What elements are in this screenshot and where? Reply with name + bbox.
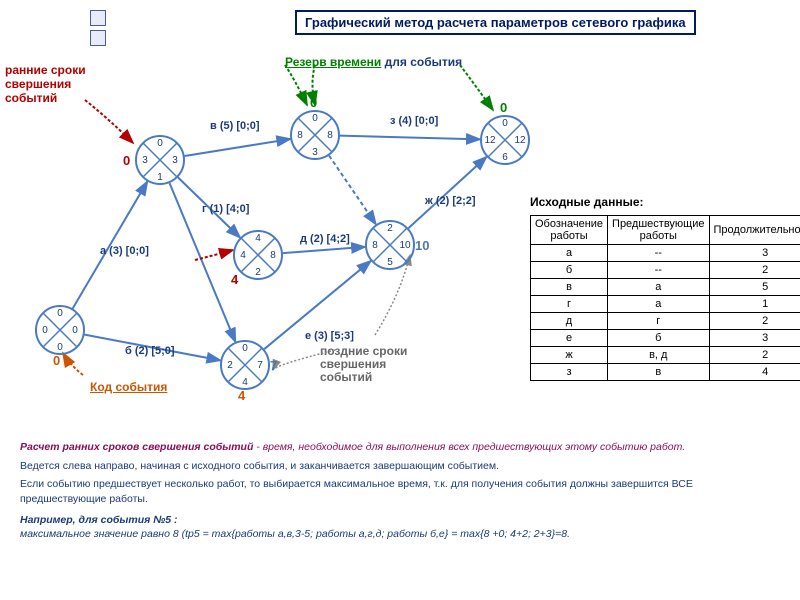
annot-code: Код события bbox=[90, 380, 167, 394]
node-code-label: 10 bbox=[415, 238, 429, 253]
node-code-label: 7 bbox=[270, 358, 277, 373]
table-cell: а bbox=[608, 279, 709, 296]
table-cell: а bbox=[608, 296, 709, 313]
table-cell: д bbox=[531, 313, 608, 330]
table-row: зв4 bbox=[531, 364, 800, 381]
table-row: а--3 bbox=[531, 245, 800, 262]
svg-text:8: 8 bbox=[270, 250, 276, 261]
table-title: Исходные данные: bbox=[530, 195, 644, 209]
table-row: б--2 bbox=[531, 262, 800, 279]
table-row: ва5 bbox=[531, 279, 800, 296]
svg-text:4: 4 bbox=[240, 250, 246, 261]
svg-text:0: 0 bbox=[312, 113, 318, 124]
table-cell: ж bbox=[531, 347, 608, 364]
svg-text:2: 2 bbox=[255, 267, 261, 278]
svg-text:7: 7 bbox=[257, 360, 263, 371]
table-cell: -- bbox=[608, 245, 709, 262]
event-node: 2 8 10 5 bbox=[365, 220, 415, 270]
svg-text:10: 10 bbox=[399, 240, 411, 251]
table-row: еб3 bbox=[531, 330, 800, 347]
page-title: Графический метод расчета параметров сет… bbox=[295, 10, 696, 35]
svg-text:0: 0 bbox=[57, 342, 63, 353]
edge-label: з (4) [0;0] bbox=[390, 115, 438, 127]
node-code-label: 0 bbox=[53, 353, 60, 368]
table-cell: 3 bbox=[709, 330, 800, 347]
table-cell: в, д bbox=[608, 347, 709, 364]
svg-text:12: 12 bbox=[484, 135, 496, 146]
svg-text:0: 0 bbox=[242, 343, 248, 354]
event-node: 4 4 8 2 bbox=[233, 230, 283, 280]
svg-text:12: 12 bbox=[514, 135, 526, 146]
table-row: дг2 bbox=[531, 313, 800, 330]
svg-text:2: 2 bbox=[387, 223, 393, 234]
table-cell: г bbox=[531, 296, 608, 313]
table-cell: в bbox=[531, 279, 608, 296]
node-code-label: 0 bbox=[500, 100, 507, 115]
table-cell: 1 bbox=[709, 296, 800, 313]
annot-reserve: Резерв времени для события bbox=[285, 55, 462, 69]
table-cell: а bbox=[531, 245, 608, 262]
edge-label: в (5) [0;0] bbox=[210, 120, 260, 132]
edge-label: б (2) [5;0] bbox=[125, 345, 175, 357]
svg-text:4: 4 bbox=[242, 377, 248, 388]
table-cell: б bbox=[531, 262, 608, 279]
table-cell: -- bbox=[608, 262, 709, 279]
table-cell: б bbox=[608, 330, 709, 347]
node-code-label: 0 bbox=[123, 153, 130, 168]
data-table: Обозначение работыПредшествующие работыП… bbox=[530, 215, 800, 381]
svg-text:8: 8 bbox=[327, 130, 333, 141]
svg-text:4: 4 bbox=[255, 233, 261, 244]
svg-text:3: 3 bbox=[172, 155, 178, 166]
event-node: 0 8 8 3 bbox=[290, 110, 340, 160]
table-cell: 5 bbox=[709, 279, 800, 296]
event-node: 0 2 7 4 bbox=[220, 340, 270, 390]
edge-label: ж (2) [2;2] bbox=[425, 195, 476, 207]
table-cell: г bbox=[608, 313, 709, 330]
table-header: Предшествующие работы bbox=[608, 216, 709, 245]
table-cell: е bbox=[531, 330, 608, 347]
annot-late-times: поздние сроки свершения событий bbox=[320, 345, 407, 385]
table-header: Обозначение работы bbox=[531, 216, 608, 245]
svg-text:1: 1 bbox=[157, 172, 163, 183]
svg-text:0: 0 bbox=[72, 325, 78, 336]
event-node: 0 12 12 6 bbox=[480, 115, 530, 165]
table-header: Продолжительность bbox=[709, 216, 800, 245]
event-node: 0 0 0 0 bbox=[35, 305, 85, 355]
edge-label: а (3) [0;0] bbox=[100, 245, 149, 257]
table-row: жв, д2 bbox=[531, 347, 800, 364]
svg-text:3: 3 bbox=[142, 155, 148, 166]
table-cell: 2 bbox=[709, 347, 800, 364]
table-cell: в bbox=[608, 364, 709, 381]
svg-text:2: 2 bbox=[227, 360, 233, 371]
svg-text:0: 0 bbox=[502, 118, 508, 129]
node-code-label: 4 bbox=[231, 272, 238, 287]
table-cell: 2 bbox=[709, 262, 800, 279]
svg-text:8: 8 bbox=[297, 130, 303, 141]
svg-text:8: 8 bbox=[372, 240, 378, 251]
table-cell: 3 bbox=[709, 245, 800, 262]
svg-text:3: 3 bbox=[312, 147, 318, 158]
table-cell: з bbox=[531, 364, 608, 381]
svg-text:0: 0 bbox=[57, 308, 63, 319]
svg-text:0: 0 bbox=[42, 325, 48, 336]
annot-early-times: ранние сроки свершения событий bbox=[5, 63, 105, 105]
edge-label: г (1) [4;0] bbox=[202, 203, 249, 215]
svg-text:0: 0 bbox=[157, 138, 163, 149]
node-code-label: 4 bbox=[238, 388, 245, 403]
node-code-label: 0 bbox=[310, 95, 317, 110]
explanation-text: Расчет ранних сроков свершения событий -… bbox=[20, 440, 780, 542]
event-node: 0 3 3 1 bbox=[135, 135, 185, 185]
edge-label: д (2) [4;2] bbox=[300, 233, 350, 245]
table-cell: 4 bbox=[709, 364, 800, 381]
edge-label: е (3) [5;3] bbox=[305, 330, 354, 342]
svg-text:5: 5 bbox=[387, 257, 393, 268]
table-row: га1 bbox=[531, 296, 800, 313]
svg-text:6: 6 bbox=[502, 152, 508, 163]
table-cell: 2 bbox=[709, 313, 800, 330]
